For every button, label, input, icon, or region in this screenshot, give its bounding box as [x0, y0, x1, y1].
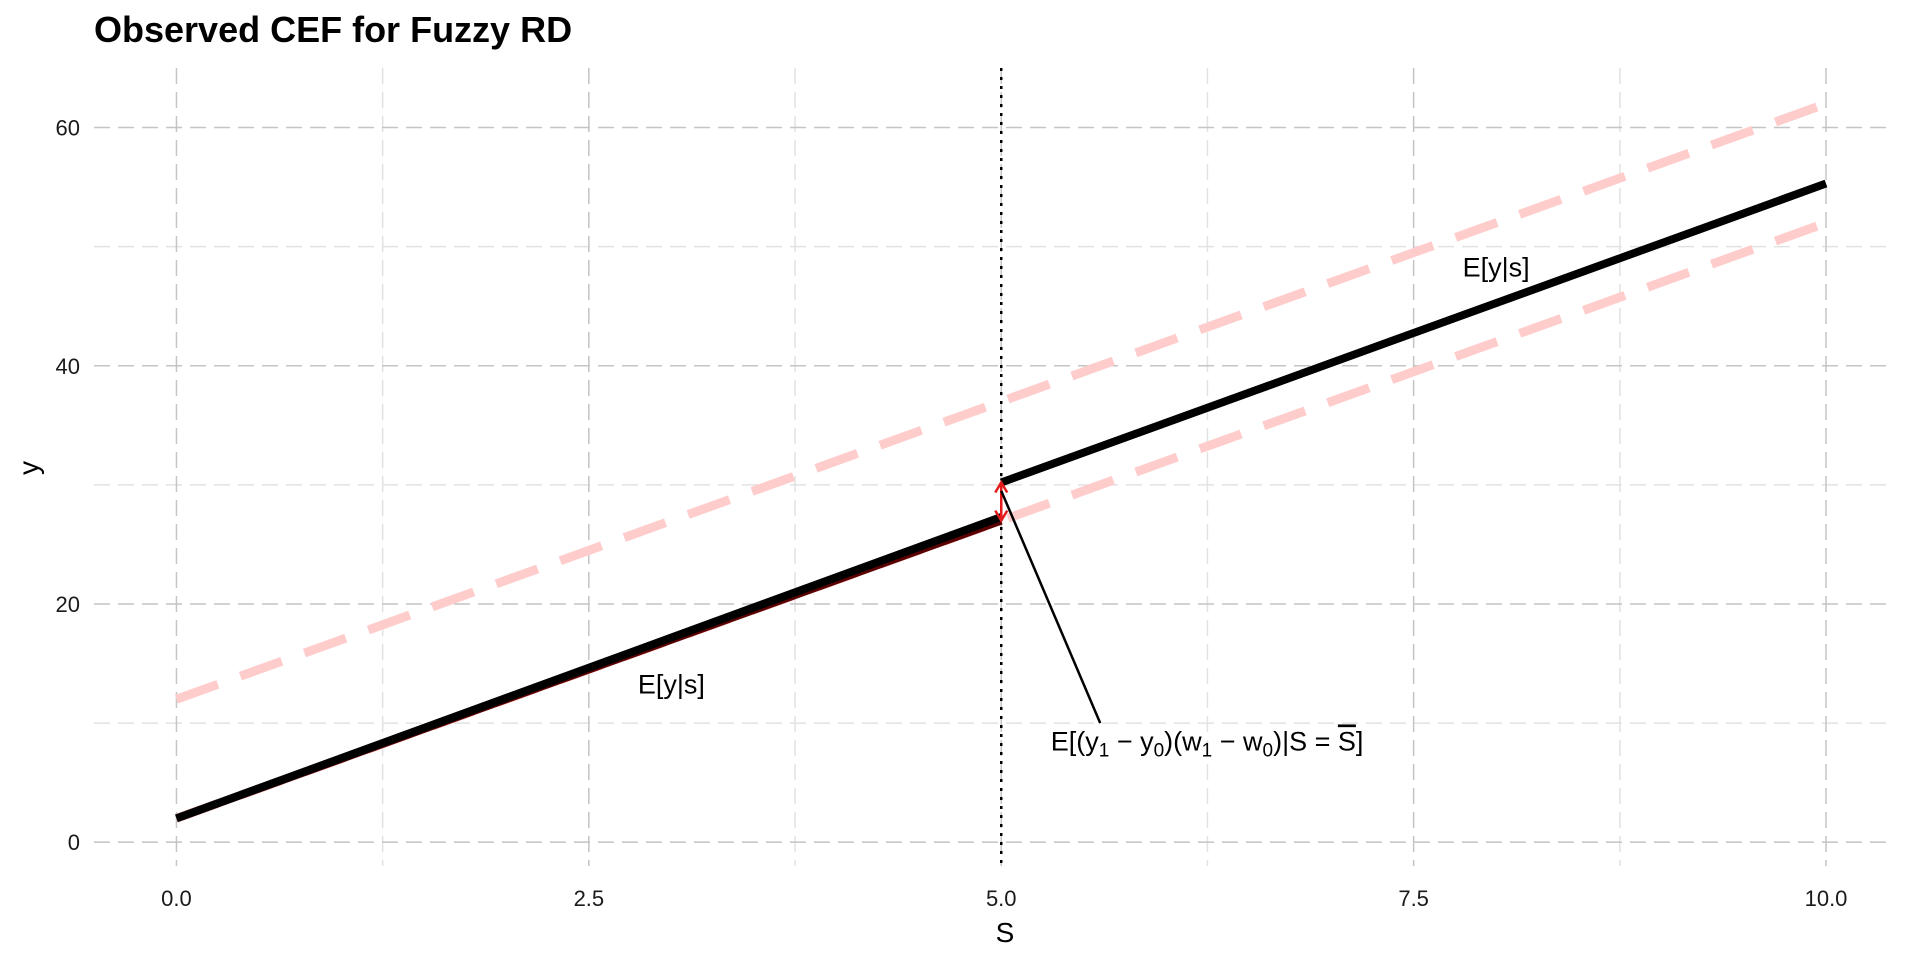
x-axis-label: S [996, 917, 1015, 948]
x-tick-label: 10.0 [1805, 886, 1848, 911]
annotation-cef-right: E[y|s] [1463, 252, 1530, 282]
chart-title: Observed CEF for Fuzzy RD [94, 9, 572, 50]
annotation-pointer-line [1000, 490, 1102, 724]
x-tick-label: 5.0 [986, 886, 1017, 911]
dashed-potential-outcome-line [174, 99, 1828, 704]
y-tick-label: 0 [68, 830, 80, 855]
x-tick-label: 2.5 [574, 886, 605, 911]
x-tick-label: 0.0 [161, 886, 192, 911]
cef-line [175, 513, 1003, 823]
annotation-cef-left: E[y|s] [638, 669, 705, 699]
y-tick-label: 60 [56, 116, 80, 141]
x-tick-label: 7.5 [1398, 886, 1429, 911]
jump-arrow-head-down [994, 509, 1009, 524]
annotation-layer: E[y|s] E[y|s] E[(y1 − y0)(w1 − w0)|S = S… [638, 252, 1530, 761]
y-axis-label: y [13, 461, 44, 475]
annotation-jump-formula: E[(y1 − y0)(w1 − w0)|S = S] [1051, 726, 1364, 761]
tick-labels: 0.0 2.5 5.0 7.5 10.0 0 20 40 60 [56, 116, 1848, 911]
cef-line [999, 179, 1828, 487]
grid [94, 68, 1892, 866]
jump-arrow-head-up [994, 480, 1009, 494]
y-tick-label: 20 [56, 592, 80, 617]
y-tick-label: 40 [56, 354, 80, 379]
series-layer [174, 68, 1828, 866]
